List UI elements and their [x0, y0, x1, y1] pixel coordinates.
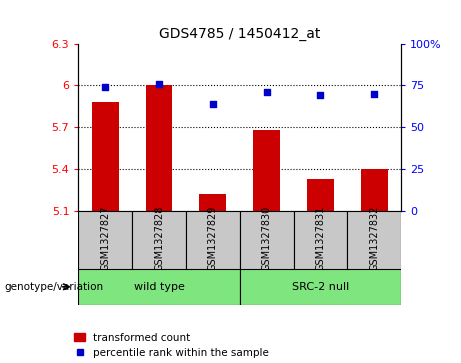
Text: genotype/variation: genotype/variation — [5, 282, 104, 292]
Text: GSM1327829: GSM1327829 — [208, 206, 218, 271]
Text: GSM1327828: GSM1327828 — [154, 206, 164, 271]
Text: SRC-2 null: SRC-2 null — [292, 282, 349, 292]
Text: wild type: wild type — [134, 282, 184, 292]
Bar — [294, 211, 347, 269]
Bar — [199, 194, 226, 211]
Text: GSM1327830: GSM1327830 — [261, 206, 272, 271]
Title: GDS4785 / 1450412_at: GDS4785 / 1450412_at — [159, 27, 320, 41]
Bar — [146, 85, 172, 211]
Bar — [186, 211, 240, 269]
Point — [317, 93, 324, 98]
Text: GSM1327827: GSM1327827 — [100, 206, 110, 271]
Bar — [307, 179, 334, 211]
Bar — [347, 211, 401, 269]
Point — [101, 84, 109, 90]
Bar — [78, 269, 240, 305]
Legend: transformed count, percentile rank within the sample: transformed count, percentile rank withi… — [74, 333, 269, 358]
Bar — [253, 130, 280, 211]
Text: GSM1327831: GSM1327831 — [315, 206, 325, 271]
Bar — [92, 102, 118, 211]
Point — [209, 101, 217, 107]
Bar — [78, 211, 132, 269]
Bar — [240, 211, 294, 269]
Bar — [240, 269, 401, 305]
Point — [371, 91, 378, 97]
Bar — [132, 211, 186, 269]
Text: GSM1327832: GSM1327832 — [369, 206, 379, 271]
Point — [263, 89, 270, 95]
Point — [155, 81, 163, 86]
Bar — [361, 169, 388, 211]
